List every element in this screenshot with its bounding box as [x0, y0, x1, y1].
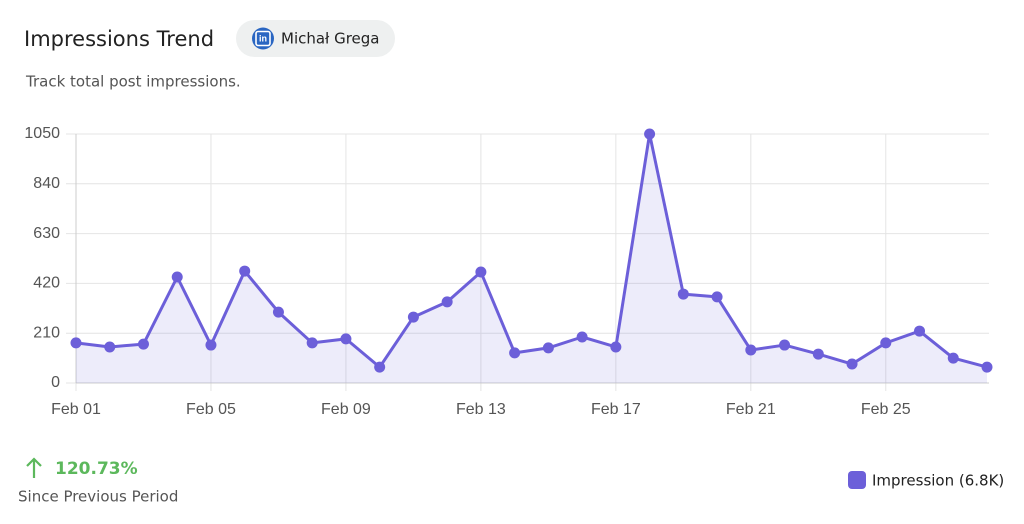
x-tick-label: Feb 13: [456, 401, 506, 418]
point: [812, 348, 824, 360]
y-tick-label: 420: [33, 275, 60, 292]
legend-label: Impression (6.8K): [872, 472, 1004, 490]
point: [441, 296, 453, 308]
linkedin-icon-frame: [255, 30, 271, 47]
author-badge[interactable]: [236, 20, 395, 57]
line: [75, 132, 988, 369]
change-arrow: [26, 457, 42, 478]
point: [205, 339, 217, 351]
point: [880, 337, 892, 349]
point: [745, 344, 757, 356]
y-tick-label: 1050: [24, 125, 60, 142]
linkedin-icon: [252, 27, 274, 50]
point: [542, 342, 554, 354]
x-tick-label: Feb 01: [51, 401, 101, 418]
y-tick-label: 840: [33, 175, 60, 192]
point: [576, 331, 588, 343]
point: [846, 358, 858, 370]
y-tick-label: 630: [33, 225, 60, 242]
point: [610, 341, 622, 353]
point: [475, 266, 487, 278]
point: [272, 306, 284, 318]
point: [644, 128, 656, 140]
point: [137, 338, 149, 350]
y-tick-label: 210: [33, 324, 60, 341]
area: [76, 134, 987, 383]
point: [914, 325, 926, 337]
y-tick-label: 0: [51, 374, 60, 391]
point: [70, 337, 82, 349]
point: [981, 361, 993, 373]
point: [340, 333, 352, 345]
card-title: Impressions Trend: [24, 27, 214, 51]
linkedin-icon-text: in: [259, 33, 267, 43]
point: [711, 291, 723, 303]
change-value: 120.73%: [55, 459, 138, 479]
x-tick-label: Feb 09: [321, 401, 371, 418]
point: [306, 337, 318, 349]
legend-swatch: [848, 471, 866, 489]
change-label: Since Previous Period: [18, 488, 178, 506]
card-subtitle: Track total post impressions.: [25, 73, 241, 91]
point: [779, 339, 791, 351]
x-tick-label: Feb 21: [726, 401, 776, 418]
point: [407, 311, 419, 323]
point: [509, 347, 521, 359]
point: [374, 361, 386, 373]
author-name: Michał Grega: [281, 30, 380, 48]
point: [239, 265, 251, 277]
point: [947, 352, 959, 364]
x-tick-label: Feb 25: [861, 401, 911, 418]
x-tick-label: Feb 05: [186, 401, 236, 418]
x-tick-label: Feb 17: [591, 401, 641, 418]
point: [677, 288, 689, 300]
point: [104, 341, 116, 353]
point: [171, 271, 183, 283]
